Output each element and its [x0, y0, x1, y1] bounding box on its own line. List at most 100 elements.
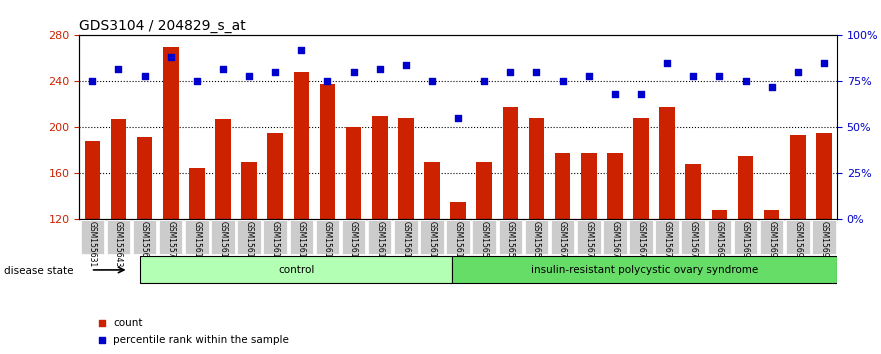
FancyBboxPatch shape: [394, 220, 418, 254]
FancyBboxPatch shape: [447, 220, 470, 254]
Point: [686, 73, 700, 79]
Bar: [85, 141, 100, 219]
Text: GSM156753: GSM156753: [663, 221, 671, 268]
FancyBboxPatch shape: [368, 220, 391, 254]
Point: [321, 79, 335, 84]
Bar: [816, 133, 832, 219]
Bar: [137, 137, 152, 219]
Text: GSM156749: GSM156749: [559, 221, 567, 268]
Point: [95, 337, 109, 343]
Text: count: count: [114, 318, 143, 328]
Text: GSM155644: GSM155644: [140, 221, 149, 268]
Bar: [163, 47, 179, 219]
FancyBboxPatch shape: [290, 220, 313, 254]
Text: control: control: [278, 265, 315, 275]
Bar: [555, 153, 571, 219]
Text: GSM156171: GSM156171: [218, 221, 227, 267]
FancyBboxPatch shape: [263, 220, 287, 254]
Bar: [764, 210, 780, 219]
Text: GSM156946: GSM156946: [714, 221, 724, 268]
Bar: [111, 119, 126, 219]
FancyBboxPatch shape: [682, 220, 705, 254]
Text: GSM155729: GSM155729: [167, 221, 175, 268]
Text: GSM156752: GSM156752: [636, 221, 646, 268]
FancyBboxPatch shape: [786, 220, 810, 254]
FancyBboxPatch shape: [342, 220, 366, 254]
Text: disease state: disease state: [4, 266, 74, 276]
Text: GSM156949: GSM156949: [767, 221, 776, 268]
Bar: [607, 153, 623, 219]
Point: [216, 66, 230, 72]
Bar: [502, 107, 518, 219]
FancyBboxPatch shape: [185, 220, 209, 254]
Point: [608, 91, 622, 97]
Point: [660, 60, 674, 66]
Bar: [293, 72, 309, 219]
Text: insulin-resistant polycystic ovary syndrome: insulin-resistant polycystic ovary syndr…: [531, 265, 759, 275]
FancyBboxPatch shape: [603, 220, 626, 254]
Point: [242, 73, 256, 79]
FancyBboxPatch shape: [237, 220, 261, 254]
Text: GSM156187: GSM156187: [454, 221, 463, 267]
Point: [738, 79, 752, 84]
Bar: [320, 84, 336, 219]
Point: [451, 115, 465, 121]
FancyBboxPatch shape: [499, 220, 522, 254]
Bar: [372, 116, 388, 219]
FancyBboxPatch shape: [159, 220, 182, 254]
Text: GSM156170: GSM156170: [192, 221, 202, 268]
Bar: [712, 210, 727, 219]
FancyBboxPatch shape: [734, 220, 758, 254]
Point: [346, 69, 360, 75]
Point: [478, 79, 492, 84]
Text: percentile rank within the sample: percentile rank within the sample: [114, 335, 289, 345]
Text: GSM156176: GSM156176: [245, 221, 254, 268]
FancyBboxPatch shape: [472, 220, 496, 254]
Text: GSM156184: GSM156184: [402, 221, 411, 267]
Text: GSM156763: GSM156763: [689, 221, 698, 268]
FancyBboxPatch shape: [420, 220, 444, 254]
Point: [373, 66, 387, 72]
Point: [189, 79, 204, 84]
FancyBboxPatch shape: [760, 220, 783, 254]
Point: [268, 69, 282, 75]
Point: [137, 73, 152, 79]
Bar: [424, 162, 440, 219]
FancyBboxPatch shape: [551, 220, 574, 254]
FancyBboxPatch shape: [629, 220, 653, 254]
Point: [581, 73, 596, 79]
Bar: [633, 118, 648, 219]
Point: [817, 60, 831, 66]
Bar: [241, 162, 257, 219]
Bar: [189, 168, 204, 219]
Text: GSM156751: GSM156751: [611, 221, 619, 268]
Point: [294, 47, 308, 53]
FancyBboxPatch shape: [107, 220, 130, 254]
Point: [765, 84, 779, 90]
Text: GSM156177: GSM156177: [270, 221, 280, 268]
Text: GSM156750: GSM156750: [584, 221, 593, 268]
Point: [85, 79, 100, 84]
Bar: [345, 127, 361, 219]
FancyBboxPatch shape: [655, 220, 679, 254]
Bar: [450, 202, 466, 219]
Text: GSM156511: GSM156511: [506, 221, 515, 267]
FancyBboxPatch shape: [80, 220, 104, 254]
FancyBboxPatch shape: [133, 220, 156, 254]
Bar: [477, 162, 492, 219]
Bar: [790, 136, 805, 219]
Bar: [737, 156, 753, 219]
FancyBboxPatch shape: [525, 220, 548, 254]
Point: [634, 91, 648, 97]
Bar: [268, 133, 283, 219]
FancyBboxPatch shape: [315, 220, 339, 254]
Point: [529, 69, 544, 75]
Text: GSM155631: GSM155631: [88, 221, 97, 268]
Point: [164, 55, 178, 60]
Point: [95, 320, 109, 326]
Text: GSM155643: GSM155643: [114, 221, 123, 268]
Text: GSM156179: GSM156179: [323, 221, 332, 268]
FancyBboxPatch shape: [707, 220, 731, 254]
Bar: [529, 118, 544, 219]
Bar: [398, 118, 414, 219]
